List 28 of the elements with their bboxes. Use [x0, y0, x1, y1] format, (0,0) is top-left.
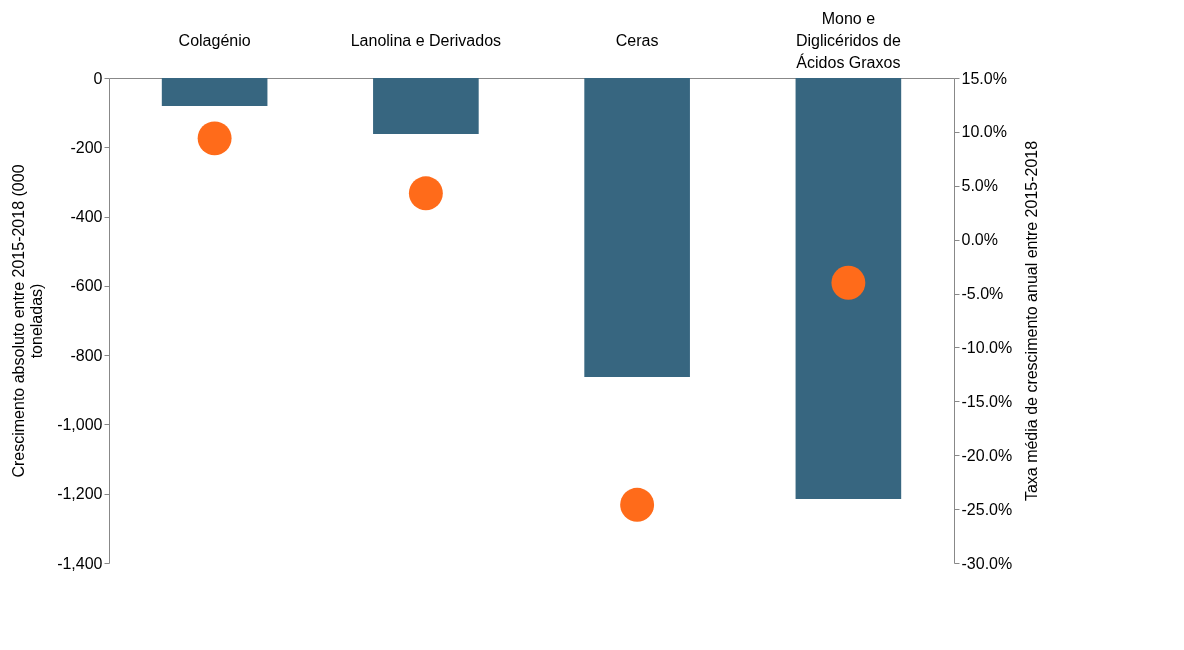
- point: [831, 265, 866, 300]
- y2-tick-label: 15.0%: [961, 69, 1007, 87]
- y2-tick-label: -30.0%: [961, 554, 1013, 572]
- x-tick-label: Colagénio: [178, 31, 251, 49]
- y-tick-label: -200: [70, 138, 103, 156]
- y-tick-label: -1,400: [57, 554, 103, 572]
- y-tick-label: -800: [70, 346, 103, 364]
- y2-tick-label: 0.0%: [961, 231, 998, 249]
- point: [408, 176, 443, 211]
- y-tick-label: 0: [93, 69, 103, 87]
- point: [197, 121, 232, 156]
- y2-axis-title: Taxa média de crescimento anual entre 2015-2018: [1023, 140, 1041, 502]
- point: [620, 487, 655, 522]
- y-tick-label: -1,000: [57, 415, 103, 433]
- y-tick-label: -400: [70, 208, 103, 226]
- y-tick-label: -600: [70, 277, 103, 295]
- y2-tick-label: 5.0%: [961, 177, 998, 195]
- x-tick-label: Ceras: [615, 31, 659, 49]
- y2-tick-label: -20.0%: [961, 446, 1013, 464]
- y2-tick-label: -15.0%: [961, 392, 1013, 410]
- y2-tick-label: -5.0%: [961, 285, 1004, 303]
- y2-tick-label: 10.0%: [961, 123, 1007, 141]
- x-tick-label: Lanolina e Derivados: [350, 31, 502, 49]
- x-tick-label: Mono e Diglicéridos de Ácidos Graxos: [795, 9, 901, 71]
- y2-tick-label: -10.0%: [961, 338, 1013, 356]
- y2-tick-label: -25.0%: [961, 500, 1013, 518]
- y-tick-label: -1,200: [57, 485, 103, 503]
- y-axis-title: Crescimento absoluto entre 2015-2018 (000 toneladas): [10, 164, 46, 478]
